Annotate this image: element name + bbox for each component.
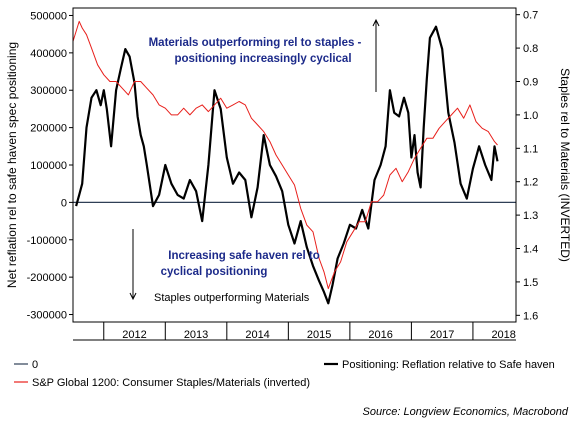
left-tick-label: 500000 [30, 10, 67, 22]
right-tick-label: 1.4 [523, 244, 538, 256]
left-tick-label: 0 [61, 197, 67, 209]
right-tick-label: 0.9 [523, 76, 538, 88]
legend-label: Positioning: Reflation relative to Safe … [342, 359, 555, 371]
left-tick-label: -200000 [27, 272, 67, 284]
annotations: Materials outperforming rel to staples -… [129, 18, 380, 304]
series-line-2 [72, 20, 498, 290]
left-tick-label: 400000 [30, 48, 67, 60]
left-tick-label: -100000 [27, 235, 67, 247]
left-tick-label: 300000 [30, 85, 67, 97]
right-tick-label: 1.5 [523, 277, 538, 289]
legend-label: 0 [32, 359, 38, 371]
axes: 500000 400000 300000 200000 100000 0 -100000 -2… [5, 7, 572, 341]
x-tick-label: 2017 [430, 329, 454, 341]
right-tick-label: 1.2 [523, 177, 538, 189]
left-tick-label: 200000 [30, 123, 67, 135]
x-tick-label: 2012 [122, 329, 146, 341]
plot-area [72, 20, 516, 305]
annotation-text: Staples outperforming Materials [154, 292, 310, 304]
annotation-text: cyclical positioning [161, 266, 268, 278]
legend-label: S&P Global 1200: Consumer Staples/Materi… [32, 377, 310, 389]
x-tick-label: 2016 [368, 329, 392, 341]
annotation-text: Materials outperforming rel to staples - [149, 37, 362, 49]
up-arrow-head [372, 18, 380, 27]
left-tick-label: 100000 [30, 160, 67, 172]
right-tick-label: 0.7 [523, 10, 538, 22]
source-note: Source: Longview Economics, Macrobond [363, 406, 569, 418]
right-axis-title: Staples rel to Materials (INVERTED) [558, 68, 572, 262]
right-tick-label: 1.6 [523, 310, 538, 322]
annotation-text: positioning increasingly cyclical [174, 53, 351, 65]
left-axis-title: Net reflation rel to safe haven spec pos… [5, 42, 19, 288]
x-tick-label: 2014 [245, 329, 269, 341]
right-tick-label: 1.0 [523, 110, 538, 122]
x-tick-label: 2015 [307, 329, 331, 341]
x-tick-label: 2018 [491, 329, 515, 341]
left-tick-label: -300000 [27, 310, 67, 322]
down-arrow-head [129, 292, 137, 301]
x-tick-label: 2013 [184, 329, 208, 341]
right-tick-label: 1.3 [523, 210, 538, 222]
legend: 0 Positioning: Reflation relative to Safe… [14, 359, 555, 389]
right-tick-label: 1.1 [523, 143, 538, 155]
annotation-text: Increasing safe haven rel to [168, 250, 319, 262]
series-line-1 [75, 25, 499, 305]
right-tick-label: 0.8 [523, 43, 538, 55]
